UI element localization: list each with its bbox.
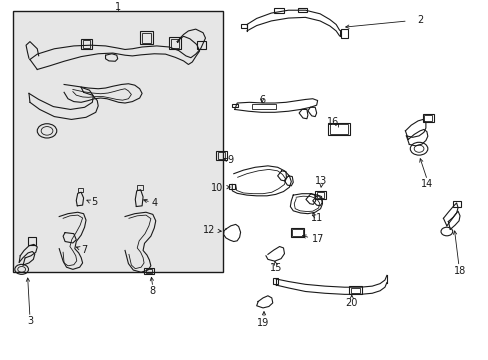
Bar [292, 229, 303, 236]
Bar [298, 8, 306, 12]
Bar [144, 268, 154, 274]
Bar [216, 151, 226, 160]
Text: 9: 9 [226, 155, 233, 165]
Text: 12: 12 [203, 225, 215, 235]
Bar [329, 124, 347, 134]
Bar [145, 269, 152, 273]
Bar [240, 24, 247, 28]
Text: 16: 16 [326, 117, 339, 127]
Bar [196, 41, 206, 49]
Bar [137, 185, 142, 190]
Bar [168, 37, 181, 49]
Text: 10: 10 [210, 183, 223, 193]
Bar [452, 201, 460, 207]
Bar [142, 33, 151, 43]
Bar [13, 11, 222, 272]
Text: 3: 3 [27, 316, 33, 326]
Bar [78, 188, 82, 192]
Text: 2: 2 [417, 15, 423, 25]
Bar [217, 152, 225, 159]
Bar [252, 104, 275, 109]
Bar [27, 237, 36, 245]
Text: 15: 15 [269, 263, 282, 273]
Bar [350, 288, 359, 293]
Text: 14: 14 [420, 179, 432, 189]
Text: 19: 19 [256, 318, 268, 328]
Bar [232, 104, 238, 107]
Bar [348, 287, 361, 294]
Text: 6: 6 [259, 95, 264, 105]
Text: 8: 8 [149, 286, 156, 296]
Text: 17: 17 [311, 234, 324, 244]
Text: 18: 18 [453, 266, 465, 276]
Bar [424, 115, 431, 121]
Bar [170, 39, 179, 48]
Bar [81, 39, 92, 49]
Text: 4: 4 [152, 198, 158, 208]
Text: 1: 1 [114, 2, 121, 12]
Bar [140, 31, 153, 45]
Bar [272, 278, 277, 284]
Bar [82, 40, 90, 48]
Bar [340, 29, 347, 38]
Bar [422, 114, 433, 122]
Bar [228, 184, 234, 189]
Bar [316, 192, 324, 198]
Bar [315, 191, 325, 199]
Text: 5: 5 [91, 197, 97, 207]
Text: 11: 11 [310, 213, 322, 223]
Text: 20: 20 [345, 298, 357, 308]
Text: 13: 13 [315, 176, 327, 186]
Bar [290, 228, 304, 237]
Text: 7: 7 [81, 246, 88, 256]
Bar [273, 8, 283, 13]
Bar [328, 123, 349, 135]
